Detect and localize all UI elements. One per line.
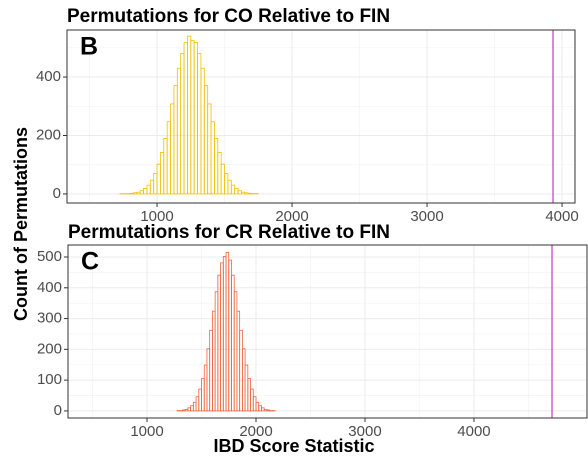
bar [214,138,217,194]
bar [241,192,244,194]
bar [144,188,147,194]
bar [201,68,204,194]
bar [130,193,133,194]
y-tick-label: 400 [37,279,62,296]
bar [167,122,170,194]
bar [237,311,240,411]
bar [181,53,184,194]
y-axis-label: Count of Permutations [11,127,31,321]
bar [154,173,157,193]
bar [231,275,234,411]
bar [147,185,150,194]
bar [234,292,237,411]
bar [174,86,177,194]
bar [229,260,232,411]
y-tick-label: 200 [37,340,62,357]
x-tick-label: 3000 [410,208,443,225]
bar [215,292,218,411]
bar [191,41,194,194]
x-tick-label: 1000 [130,423,163,440]
bar [212,311,215,411]
bar [248,193,251,194]
x-tick-label: 2000 [239,423,272,440]
bar [221,164,224,194]
bar [196,397,199,411]
bar [164,138,167,194]
bar [185,409,188,411]
bar [259,406,262,411]
bar [223,256,226,411]
bar [235,188,238,194]
bar [137,192,140,194]
x-tick-label: 4000 [457,423,490,440]
x-tick-label: 4000 [545,208,578,225]
bar [251,389,254,411]
bar [218,275,221,411]
bar [231,185,234,194]
bar [202,379,205,411]
y-tick-label: 200 [36,126,61,143]
bar [194,43,197,194]
y-tick-label: 0 [54,402,62,419]
bar [191,406,194,411]
bar [225,173,228,193]
bar [160,152,163,193]
y-tick-label: 400 [36,68,61,85]
y-tick-label: 500 [37,248,62,265]
bar [157,164,160,194]
panel-label: C [81,248,99,276]
panel-border [67,30,575,203]
x-tick-label: 3000 [348,423,381,440]
bar [240,330,243,411]
bar [226,252,229,411]
y-tick-label: 0 [53,185,61,202]
bar [184,43,187,194]
bar [150,180,153,194]
bar [248,379,251,411]
bar [211,122,214,194]
panel-label: B [80,33,98,61]
bar [264,409,267,411]
bar [218,152,221,193]
bar [245,365,248,411]
bar [228,180,231,194]
bar [177,68,180,194]
bar [208,104,211,194]
bar [221,263,224,411]
panel-border [68,245,587,418]
bar [204,86,207,194]
panel-title: Permutations for CR Relative to FIN [68,222,390,243]
bar [204,365,207,411]
y-tick-label: 100 [37,371,62,388]
bar [198,53,201,194]
bar [133,193,136,194]
panel-title: Permutations for CO Relative to FIN [67,6,390,27]
y-tick-label: 300 [37,310,62,327]
bar [193,402,196,411]
bar [199,389,202,411]
bar [187,36,190,194]
bar [245,193,248,194]
bar [210,330,213,411]
bar [171,104,174,194]
